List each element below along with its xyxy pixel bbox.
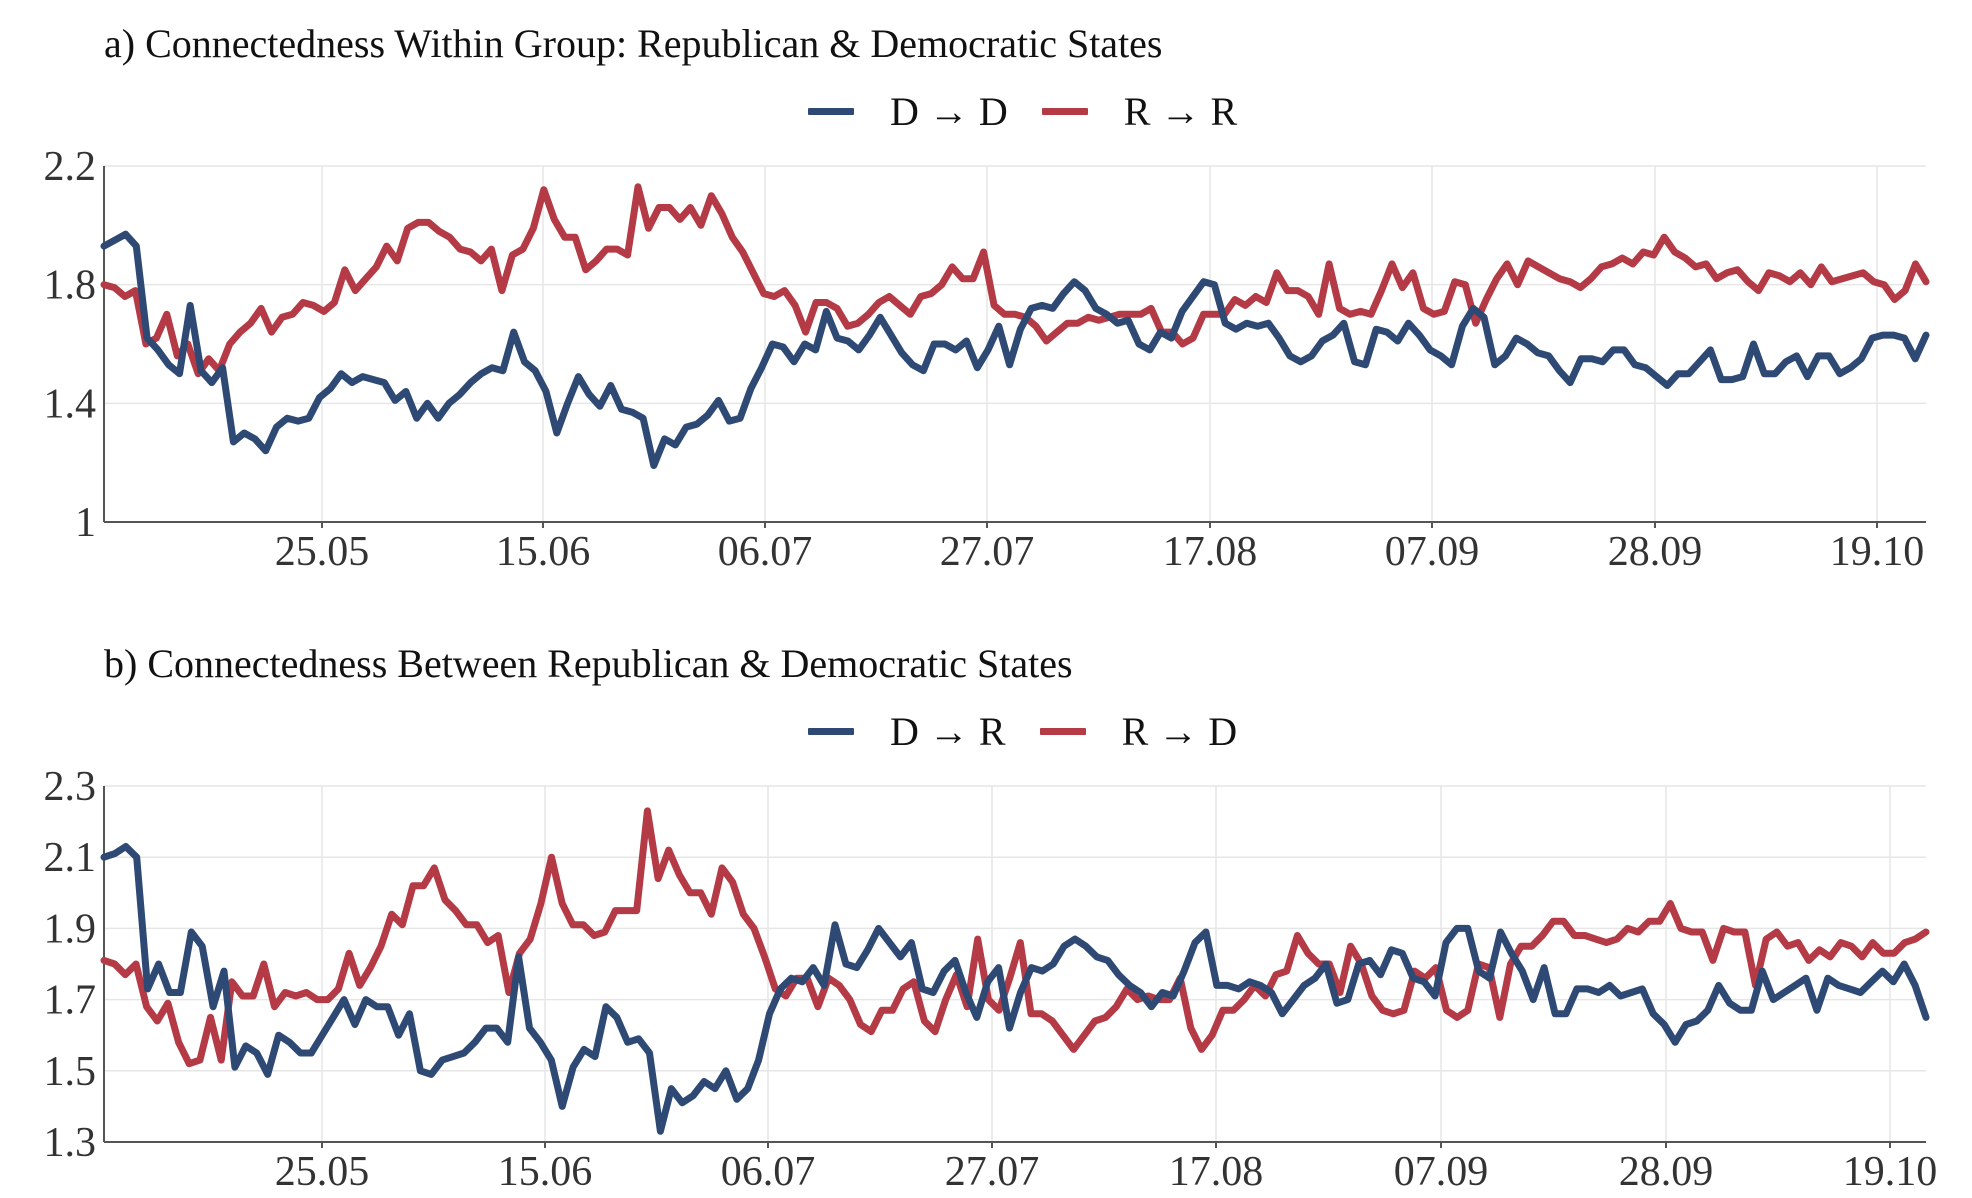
x-tick-label: 17.08 (1169, 1149, 1264, 1195)
series-line-red (100, 807, 1930, 1068)
series-line-blue (100, 843, 1930, 1135)
x-tick-label: 06.07 (718, 529, 813, 575)
x-tick-label: 15.06 (498, 1149, 593, 1195)
y-tick-label: 2.1 (44, 835, 97, 881)
y-tick-label: 1.4 (44, 381, 97, 427)
legend-item-r-to-r: R → R (1041, 88, 1238, 135)
x-tick-label: 19.10 (1830, 529, 1925, 575)
y-tick-label: 1.9 (44, 906, 97, 952)
legend-item-d-to-d: D → D (808, 88, 1008, 135)
panel-a-title: a) Connectedness Within Group: Republica… (104, 21, 1163, 66)
legend-label-r-to-r: R → R (1123, 89, 1238, 134)
x-tick-label: 06.07 (721, 1149, 816, 1195)
y-tick-label: 2.2 (44, 144, 97, 190)
legend-swatch-red (1041, 108, 1088, 115)
y-tick-label: 1.8 (44, 263, 97, 309)
series-line-blue (100, 230, 1930, 470)
y-tick-label: 1.5 (44, 1049, 97, 1095)
panel-b-title: b) Connectedness Between Republican & De… (104, 641, 1073, 686)
x-tick-label: 27.07 (945, 1149, 1040, 1195)
legend-item-d-to-r: D → R (808, 708, 1006, 755)
legend-label-d-to-r: D → R (890, 709, 1006, 754)
legend-swatch-blue (808, 728, 854, 735)
x-tick-label: 19.10 (1843, 1149, 1938, 1195)
x-tick-label: 27.07 (940, 529, 1035, 575)
y-tick-label: 2.3 (44, 764, 97, 810)
grid (104, 785, 1926, 1143)
x-tick-label: 28.09 (1608, 529, 1703, 575)
x-tick-label: 28.09 (1619, 1149, 1714, 1195)
y-tick-label: 1.3 (44, 1120, 97, 1166)
legend-label-d-to-d: D → D (890, 89, 1008, 134)
legend-swatch-blue (808, 108, 854, 115)
x-tick-label: 15.06 (496, 529, 591, 575)
y-tick-label: 1 (75, 500, 96, 546)
legend-swatch-red (1039, 728, 1086, 735)
legend-item-r-to-d: R → D (1039, 708, 1238, 755)
legend-label-r-to-d: R → D (1121, 709, 1238, 754)
series-line-red (100, 183, 1930, 378)
y-tick-label: 1.7 (44, 978, 97, 1024)
panel-a-legend: D → D R → R (808, 88, 1271, 135)
chart-panel-a: 1 1.4 1.8 2.2 25.05 15.06 06.07 27.07 17.08 07.09… (44, 144, 1930, 575)
x-tick-label: 07.09 (1385, 529, 1480, 575)
x-tick-label: 07.09 (1394, 1149, 1489, 1195)
x-tick-label: 25.05 (275, 529, 370, 575)
x-tick-label: 17.08 (1163, 529, 1258, 575)
x-tick-label: 25.05 (275, 1149, 370, 1195)
panel-b-legend: D → R R → D (808, 708, 1271, 755)
